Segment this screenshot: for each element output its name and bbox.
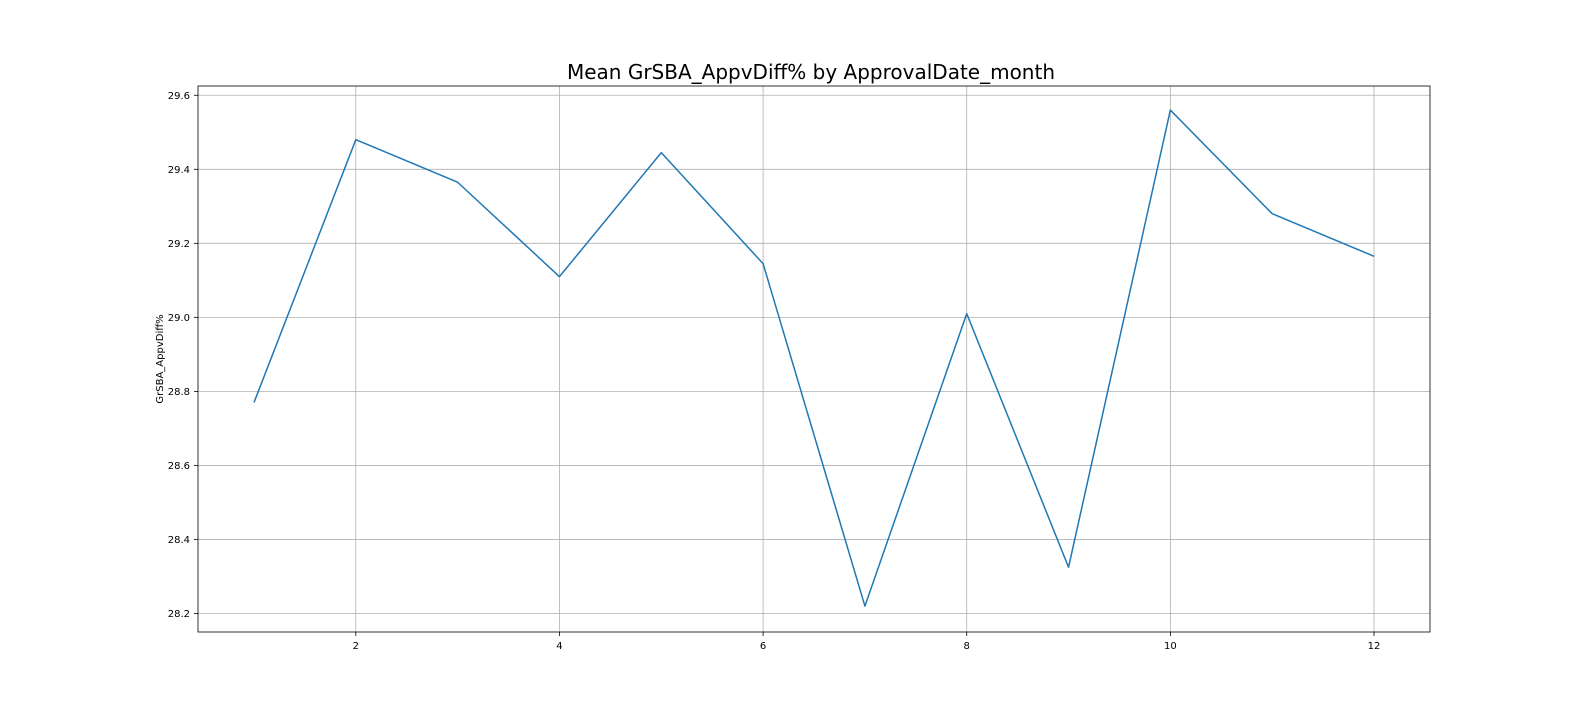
series-line-0: [253, 109, 1375, 607]
y-tick-label: 28.2: [168, 609, 190, 620]
y-tick-label: 28.4: [168, 535, 190, 546]
x-tick-label: 2: [353, 641, 359, 652]
y-tick-label: 28.6: [168, 461, 190, 472]
x-tick-label: 4: [556, 641, 562, 652]
y-axis-label: GrSBA_AppvDiff%: [155, 314, 166, 403]
x-tick-label: 8: [964, 641, 970, 652]
y-axis: 28.2 28.4 28.6 28.8 29.0 29.2 29.4 29.6: [168, 91, 198, 620]
x-tick-label: 6: [760, 641, 766, 652]
x-tick-label: 10: [1164, 641, 1177, 652]
series-layer: [253, 109, 1375, 607]
plot-frame: [197, 85, 1431, 633]
y-tick-label: 29.2: [168, 239, 190, 250]
y-tick-label: 29.6: [168, 91, 190, 102]
y-tick-label: 28.8: [168, 387, 190, 398]
y-tick-label: 29.4: [168, 165, 190, 176]
grid: [198, 86, 1430, 632]
x-axis: 2 4 6 8 10 12: [353, 632, 1381, 652]
chart-title: Mean GrSBA_AppvDiff% by ApprovalDate_mon…: [567, 60, 1055, 84]
x-tick-label: 12: [1368, 641, 1381, 652]
y-tick-label: 29.0: [168, 313, 190, 324]
